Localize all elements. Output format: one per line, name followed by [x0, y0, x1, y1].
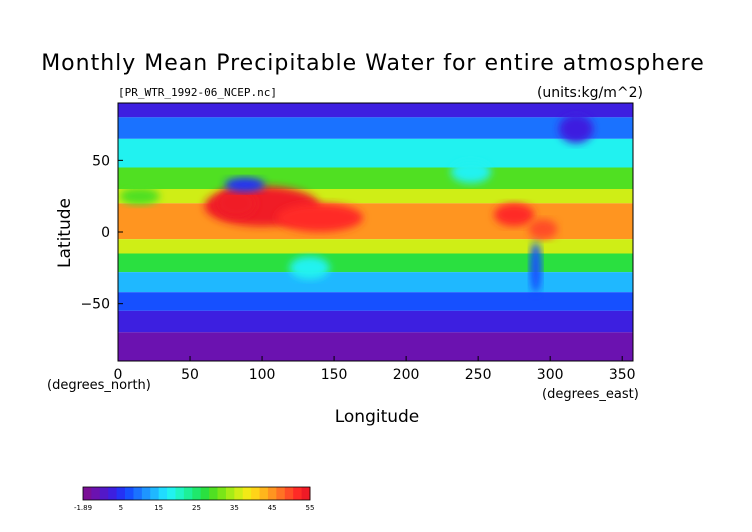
heatmap-band-7	[118, 253, 633, 273]
heatmap-band-6	[118, 239, 633, 254]
colorbar-cell-23	[276, 487, 286, 500]
colorbar-cell-13	[192, 487, 202, 500]
plot-area	[117, 102, 634, 362]
colorbar-tick-label-4: 35	[230, 504, 239, 512]
y-tick-label-0: 0	[101, 225, 110, 241]
heatmap-region-indian-subcontinent	[215, 189, 257, 218]
colorbar-cell-12	[183, 487, 193, 500]
colorbar-cells	[83, 487, 311, 500]
y-tick-label--50: −50	[80, 297, 110, 313]
colorbar-cell-9	[158, 487, 168, 500]
colorbar-cell-19	[242, 487, 252, 500]
colorbar-cell-8	[150, 487, 160, 500]
colorbar-cell-2	[99, 487, 109, 500]
colorbar-cell-21	[259, 487, 269, 500]
colorbar-cell-20	[251, 487, 260, 500]
y-axis: −50 0 50	[80, 153, 123, 313]
colorbar-cell-7	[141, 487, 151, 500]
x-tick-label-350: 350	[609, 367, 636, 383]
colorbar-frame	[82, 486, 311, 501]
colorbar-cell-11	[175, 487, 185, 500]
chart-subtitle-left: [PR_WTR_1992-06_NCEP.nc]	[118, 86, 277, 99]
heatmap-band-9	[118, 292, 633, 311]
heatmap-field	[118, 103, 633, 361]
y-axis-unit: (degrees_north)	[47, 378, 151, 393]
heatmap-band-11	[118, 332, 633, 361]
x-tick-label-50: 50	[181, 367, 199, 383]
heatmap-band-5	[118, 203, 633, 240]
colorbar-cell-25	[293, 487, 302, 500]
colorbar-cell-22	[267, 487, 277, 500]
colorbar-cell-3	[108, 487, 118, 500]
colorbar-tick-label-3: 25	[192, 504, 201, 512]
heatmap-region-australia-interior	[289, 256, 330, 280]
heatmap-region-amazon-north	[528, 219, 558, 240]
heatmap-region-tibet-plateau	[224, 177, 265, 192]
x-tick-label-0: 0	[114, 367, 123, 383]
chart-subtitle-right: (units:kg/m^2)	[537, 85, 643, 101]
colorbar-cell-0	[83, 487, 92, 500]
heatmap-region-greenland	[558, 114, 594, 144]
colorbar-ticks: -1.89 5 15 25 35 45 55	[74, 504, 315, 512]
heatmap-band-3	[118, 167, 633, 189]
y-axis-label: Latitude	[55, 198, 75, 268]
heatmap-band-4	[118, 189, 633, 204]
x-tick-label-150: 150	[321, 367, 348, 383]
heatmap-band-2	[118, 138, 633, 168]
chart-title: Monthly Mean Precipitable Water for enti…	[41, 51, 705, 76]
colorbar-cell-15	[209, 487, 218, 500]
heatmap-band-8	[118, 272, 633, 293]
colorbar-cell-1	[91, 487, 101, 500]
colorbar-cell-5	[125, 487, 134, 500]
y-tick-label-50: 50	[92, 153, 110, 169]
heatmap-region-north-america-west	[450, 160, 492, 184]
colorbar-cell-4	[116, 487, 126, 500]
colorbar-tick-label-6: 55	[306, 504, 315, 512]
colorbar-cell-14	[200, 487, 210, 500]
colorbar-tick-label-1: 5	[119, 504, 123, 512]
colorbar-tick-label-2: 15	[154, 504, 163, 512]
x-tick-label-250: 250	[465, 367, 492, 383]
x-axis-unit: (degrees_east)	[542, 387, 639, 402]
heatmap-band-0	[118, 103, 633, 118]
colorbar-cell-10	[167, 487, 176, 500]
colorbar-cell-26	[301, 487, 311, 500]
x-tick-label-200: 200	[393, 367, 420, 383]
x-tick-label-300: 300	[537, 367, 564, 383]
colorbar: -1.89 5 15 25 35 45 55	[74, 486, 315, 512]
x-axis: 0 50 100 150 200 250 300 350	[114, 356, 636, 383]
heatmap-region-sahara-dry	[119, 187, 160, 205]
heatmap-region-andes-dry	[530, 242, 542, 294]
colorbar-cell-17	[225, 487, 235, 500]
colorbar-tick-label-5: 45	[268, 504, 277, 512]
colorbar-tick-label-0: -1.89	[74, 504, 92, 512]
x-tick-label-100: 100	[249, 367, 276, 383]
heatmap-region-central-america	[493, 203, 535, 227]
heatmap-region-western-pacific-warm-pool	[276, 203, 363, 233]
colorbar-cell-18	[234, 487, 244, 500]
colorbar-cell-6	[133, 487, 143, 500]
colorbar-cell-24	[284, 487, 294, 500]
x-axis-label: Longitude	[335, 407, 420, 427]
heatmap-band-10	[118, 310, 633, 333]
heatmap-band-1	[118, 117, 633, 139]
colorbar-cell-16	[217, 487, 227, 500]
